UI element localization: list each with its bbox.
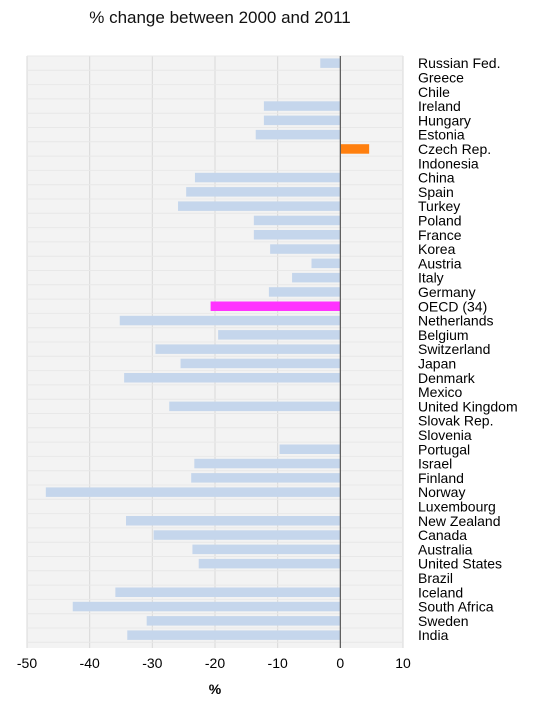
category-label: Switzerland: [418, 341, 490, 357]
bar: [210, 301, 341, 311]
category-labels: Russian Fed.GreeceChileIrelandHungaryEst…: [418, 55, 518, 643]
bar: [263, 101, 341, 111]
category-label: United States: [418, 556, 502, 572]
bar: [194, 172, 341, 183]
x-tick-label: -10: [268, 655, 288, 671]
category-label: Turkey: [418, 198, 460, 214]
category-label: Germany: [418, 284, 476, 300]
bar: [340, 144, 370, 154]
bar: [218, 330, 341, 340]
bar: [198, 558, 341, 569]
bar: [311, 258, 341, 269]
bar: [169, 401, 341, 412]
category-label: Slovenia: [418, 427, 472, 443]
category-label: Korea: [418, 241, 456, 257]
category-label: Estonia: [418, 127, 465, 143]
bar: [124, 373, 341, 383]
bar: [263, 115, 341, 126]
bar: [191, 473, 341, 483]
category-label: France: [418, 227, 462, 243]
bar: [192, 544, 341, 555]
bar: [146, 616, 341, 626]
category-label: Netherlands: [418, 313, 494, 329]
x-tick-label: -40: [80, 655, 100, 671]
bar: [268, 287, 341, 297]
bar: [194, 458, 341, 469]
bar: [115, 587, 341, 597]
chart-title: % change between 2000 and 2011: [89, 8, 351, 27]
bar: [45, 487, 341, 497]
category-label: Australia: [418, 541, 473, 557]
bar: [270, 244, 341, 254]
bar: [253, 215, 341, 226]
bar: [180, 358, 341, 369]
category-label: New Zealand: [418, 513, 501, 529]
bar: [119, 315, 341, 326]
category-label: Portugal: [418, 441, 470, 457]
category-label: Belgium: [418, 327, 469, 343]
bar: [153, 530, 341, 540]
category-label: OECD (34): [418, 298, 487, 314]
category-label: Finland: [418, 470, 464, 486]
category-label: Norway: [418, 484, 465, 500]
bar: [155, 344, 341, 354]
category-label: Indonesia: [418, 155, 479, 171]
x-tick-label: -20: [205, 655, 225, 671]
x-tick-label: -30: [142, 655, 162, 671]
bar: [178, 201, 341, 211]
category-label: Brazil: [418, 570, 453, 586]
category-label: United Kingdom: [418, 398, 518, 414]
x-tick-label: 0: [336, 655, 344, 671]
category-label: Chile: [418, 84, 450, 100]
category-label: China: [418, 170, 455, 186]
category-label: Poland: [418, 212, 462, 228]
category-label: Czech Rep.: [418, 141, 491, 157]
x-tick-label: 10: [395, 655, 411, 671]
category-label: Iceland: [418, 584, 463, 600]
category-label: Ireland: [418, 98, 461, 114]
bar: [127, 630, 341, 640]
category-label: Mexico: [418, 384, 463, 400]
category-label: Sweden: [418, 613, 469, 629]
bar: [72, 601, 341, 612]
category-label: Canada: [418, 527, 467, 543]
category-label: Hungary: [418, 112, 471, 128]
x-axis-ticks: -50 -40 -30 -20 -10 0 10: [17, 655, 411, 671]
x-axis-title: %: [209, 681, 222, 697]
bars: [45, 58, 370, 640]
category-label: Slovak Rep.: [418, 413, 493, 429]
bar: [255, 129, 341, 140]
bar: [292, 272, 341, 283]
category-label: India: [418, 627, 449, 643]
category-label: Denmark: [418, 370, 476, 386]
bar: [253, 230, 341, 240]
bar: [279, 444, 341, 454]
category-label: Russian Fed.: [418, 55, 500, 71]
category-label: Spain: [418, 184, 454, 200]
bar: [320, 58, 341, 68]
x-tick-label: -50: [17, 655, 37, 671]
category-label: Israel: [418, 456, 452, 472]
category-label: Luxembourg: [418, 498, 496, 514]
category-label: Greece: [418, 69, 464, 85]
category-label: South Africa: [418, 599, 494, 615]
bar: [126, 516, 341, 526]
category-label: Italy: [418, 270, 444, 286]
category-label: Austria: [418, 255, 462, 271]
category-label: Japan: [418, 355, 456, 371]
bar: [186, 187, 341, 197]
